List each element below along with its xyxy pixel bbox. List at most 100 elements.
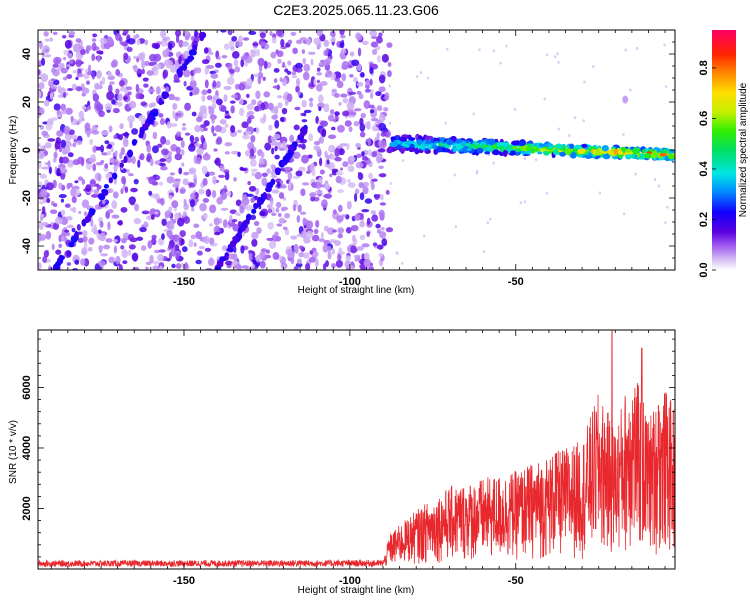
noise-speckle: [306, 37, 312, 46]
noise-speckle: [194, 142, 201, 148]
x-tick-label: -100: [339, 276, 361, 288]
noise-speckle: [232, 223, 239, 232]
noise-speckle: [66, 74, 73, 80]
noise-speckle: [370, 89, 374, 93]
signal-point: [559, 151, 567, 157]
noise-speckle: [93, 189, 99, 195]
noise-speckle: [355, 32, 362, 40]
noise-speckle: [251, 231, 259, 240]
noise-speckle: [80, 258, 86, 266]
noise-speckle: [72, 70, 78, 74]
noise-speckle: [155, 86, 161, 95]
noise-speckle: [319, 80, 328, 86]
noise-speckle: [228, 253, 236, 260]
diagonal-trace-point: [127, 149, 134, 158]
noise-speckle: [109, 157, 116, 164]
noise-speckle: [141, 59, 146, 69]
noise-speckle: [454, 224, 458, 228]
noise-speckle: [330, 109, 335, 115]
noise-speckle: [160, 197, 165, 206]
noise-speckle: [106, 150, 112, 156]
noise-speckle: [275, 201, 282, 209]
noise-speckle: [85, 184, 92, 192]
noise-speckle: [224, 151, 230, 155]
noise-speckle: [145, 266, 149, 270]
noise-speckle: [341, 73, 347, 82]
noise-speckle: [295, 262, 303, 268]
noise-speckle: [248, 185, 257, 192]
noise-speckle: [354, 213, 361, 222]
noise-speckle: [259, 260, 266, 269]
noise-speckle: [38, 143, 41, 147]
noise-speckle: [61, 34, 67, 39]
noise-speckle: [240, 167, 248, 171]
noise-speckle: [221, 245, 228, 252]
noise-speckle: [492, 49, 496, 53]
diagonal-trace-point: [85, 216, 92, 222]
noise-speckle: [334, 93, 340, 98]
noise-speckle: [107, 71, 113, 77]
noise-speckle: [319, 136, 325, 144]
noise-speckle: [478, 48, 481, 52]
noise-speckle: [148, 61, 155, 67]
noise-speckle: [228, 40, 235, 46]
noise-speckle: [316, 67, 321, 72]
noise-speckle: [244, 52, 250, 57]
noise-speckle: [346, 142, 350, 151]
noise-speckle: [123, 52, 129, 60]
noise-speckle: [144, 39, 149, 46]
y-tick-label: 6000: [21, 375, 33, 399]
noise-speckle: [271, 36, 277, 44]
noise-speckle: [38, 152, 45, 160]
noise-speckle: [189, 91, 193, 97]
noise-speckle: [224, 142, 233, 147]
noise-speckle: [164, 139, 171, 146]
noise-speckle: [324, 193, 333, 199]
noise-speckle: [73, 138, 78, 143]
noise-speckle: [245, 267, 249, 270]
noise-speckle: [314, 258, 319, 268]
noise-speckle: [384, 92, 390, 101]
noise-speckle: [341, 60, 350, 70]
noise-speckle: [190, 75, 195, 82]
diagonal-trace-point: [119, 162, 124, 168]
noise-speckle: [213, 148, 218, 152]
noise-speckle: [51, 117, 58, 121]
noise-speckle: [104, 103, 113, 111]
noise-speckle: [59, 62, 65, 68]
noise-speckle: [43, 31, 49, 37]
noise-speckle: [198, 111, 203, 116]
noise-speckle: [148, 176, 156, 185]
noise-speckle: [165, 59, 174, 69]
noise-speckle: [168, 206, 173, 212]
noise-speckle: [77, 176, 84, 181]
noise-speckle: [482, 250, 486, 254]
noise-speckle: [78, 210, 82, 215]
noise-speckle: [194, 30, 198, 38]
noise-speckle: [90, 218, 94, 228]
noise-speckle: [247, 181, 251, 186]
noise-speckle: [135, 33, 140, 39]
noise-speckle: [167, 243, 173, 250]
noise-speckle: [93, 224, 97, 233]
noise-speckle: [260, 41, 267, 47]
noise-speckle: [376, 244, 384, 250]
noise-speckle: [203, 47, 209, 54]
noise-speckle: [339, 143, 348, 147]
noise-speckle: [183, 80, 187, 87]
noise-speckle: [348, 265, 354, 270]
noise-speckle: [259, 211, 266, 217]
diagonal-trace-point: [219, 256, 227, 262]
noise-speckle: [270, 136, 275, 142]
noise-speckle: [175, 263, 182, 270]
noise-speckle: [371, 178, 378, 182]
noise-speckle: [353, 78, 357, 83]
noise-speckle: [355, 153, 362, 159]
noise-speckle: [573, 116, 577, 120]
signal-point: [608, 150, 613, 155]
noise-speckle: [370, 35, 378, 40]
noise-speckle: [349, 111, 357, 116]
noise-speckle: [242, 134, 250, 140]
noise-speckle: [54, 140, 61, 150]
noise-speckle: [543, 97, 546, 101]
